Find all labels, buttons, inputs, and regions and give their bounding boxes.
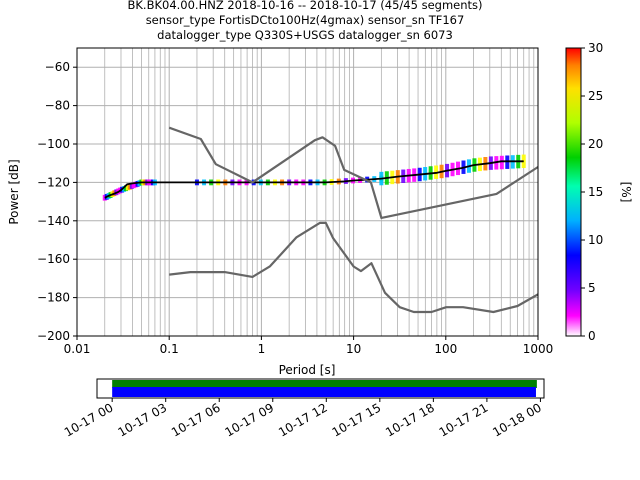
x-tick-label: 1 — [258, 342, 266, 356]
timeline-tick-label: 10-17 09 — [223, 400, 277, 439]
colorbar-label: [%] — [619, 182, 633, 203]
high-noise-model-line — [168, 126, 538, 219]
colorbar-ticks: 0 5 10 15 20 25 30 — [581, 41, 603, 343]
y-tick-label: −60 — [45, 60, 70, 74]
colorbar-tick-label: 15 — [588, 185, 603, 199]
x-tick-label: 0.1 — [160, 342, 179, 356]
mode-line — [104, 160, 524, 199]
low-noise-model-line — [169, 221, 538, 314]
title-line-2: sensor_type FortisDCto100Hz(4gmax) senso… — [146, 13, 465, 27]
colorbar-tick-label: 5 — [588, 281, 596, 295]
timeline-tick-label: 10-17 18 — [383, 400, 437, 439]
y-tick-label: −180 — [37, 291, 70, 305]
timeline-tick-label: 10-17 12 — [276, 400, 330, 439]
title-line-3: datalogger_type Q330S+USGS datalogger_sn… — [157, 28, 453, 42]
y-tick-label: −100 — [37, 137, 70, 151]
y-tick-label: −160 — [37, 252, 70, 266]
x-tick-label: 10 — [346, 342, 361, 356]
colorbar-tick-label: 10 — [588, 233, 603, 247]
timeline-bar-green — [112, 380, 537, 388]
timeline-tick-label: 10-18 00 — [490, 400, 544, 439]
ppsd-cell — [499, 155, 504, 170]
y-tick-label: −80 — [45, 99, 70, 113]
timeline-tick-label: 10-17 15 — [330, 400, 384, 439]
x-tick-label: 100 — [434, 342, 457, 356]
y-tick-label: −140 — [37, 214, 70, 228]
title-line-1: BK.BK04.00.HNZ 2018-10-16 -- 2018-10-17 … — [127, 0, 482, 12]
ppsd-cell — [505, 155, 510, 169]
x-axis-label: Period [s] — [279, 363, 336, 377]
colorbar-tick-label: 25 — [588, 89, 603, 103]
x-tick-label: 0.01 — [64, 342, 91, 356]
colorbar-tick-label: 20 — [588, 137, 603, 151]
plot-grid — [76, 48, 538, 337]
plot-frame — [76, 47, 539, 337]
timeline-tick-label: 10-17 06 — [169, 400, 223, 439]
colorbar — [565, 47, 582, 337]
availability-timeline: 10-17 00 10-17 03 10-17 06 10-17 09 10-17 12… — [62, 378, 545, 440]
ppsd-cell — [521, 154, 526, 168]
colorbar-tick-label: 30 — [588, 41, 603, 55]
timeline-tick-label: 10-17 21 — [437, 400, 491, 439]
timeline-tick-label: 10-17 00 — [62, 400, 116, 439]
y-tick-label: −120 — [37, 175, 70, 189]
ppsd-color-bands — [102, 154, 526, 201]
y-axis-ticks: −60 −80 −100 −120 −140 −160 −180 −200 — [37, 60, 77, 343]
ppsd-lines — [104, 126, 538, 314]
x-axis-ticks: 0.01 0.1 1 10 100 1000 — [64, 336, 554, 356]
timeline-tick-label: 10-17 03 — [115, 400, 169, 439]
y-tick-label: −200 — [37, 329, 70, 343]
x-tick-label: 1000 — [523, 342, 554, 356]
y-axis-label: Power [dB] — [7, 159, 21, 224]
timeline-bar-blue — [112, 387, 536, 397]
colorbar-tick-label: 0 — [588, 329, 596, 343]
